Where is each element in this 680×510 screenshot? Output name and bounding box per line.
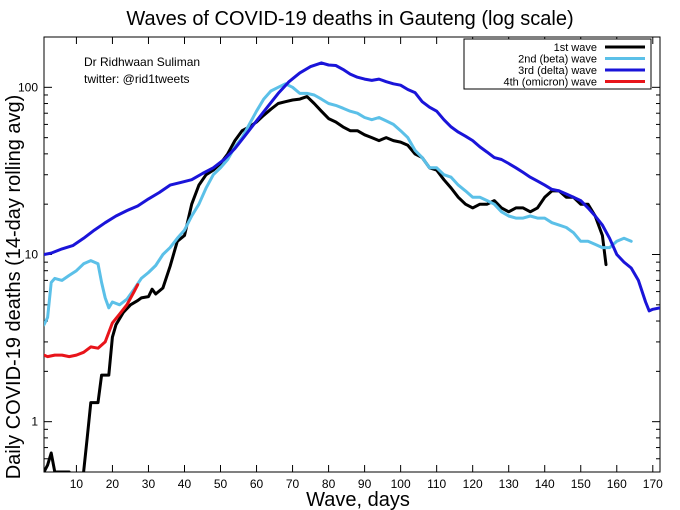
x-tick-label: 60: [250, 477, 264, 491]
author-annotation: Dr Ridhwaan Suliman: [84, 55, 200, 69]
x-tick-label: 30: [142, 477, 156, 491]
x-tick-label: 10: [70, 477, 84, 491]
x-tick-label: 80: [322, 477, 336, 491]
x-axis-title: Wave, days: [306, 489, 410, 510]
series-lines: [44, 61, 660, 472]
x-tick-label: 170: [643, 477, 663, 491]
y-tick-label: 1: [31, 415, 38, 429]
series-line-3: [44, 61, 660, 313]
legend-label: 4th (omicron) wave: [503, 77, 597, 89]
legend-label: 3rd (delta) wave: [518, 65, 597, 77]
series-line-1: [44, 95, 608, 472]
y-tick-label: 10: [25, 248, 39, 262]
x-tick-label: 140: [535, 477, 555, 491]
series-line-4: [44, 283, 140, 359]
y-tick-label: 100: [18, 80, 38, 94]
x-tick-label: 160: [607, 477, 627, 491]
x-tick-label: 130: [499, 477, 519, 491]
plot-frame: [43, 36, 661, 473]
x-tick-label: 50: [214, 477, 228, 491]
x-tick-label: 90: [358, 477, 372, 491]
x-tick-label: 20: [106, 477, 120, 491]
x-tick-label: 70: [286, 477, 300, 491]
legend-label: 1st wave: [554, 42, 597, 54]
twitter-annotation: twitter: @rid1tweets: [84, 72, 190, 86]
y-axis-title: Daily COVID-19 deaths (14-day rolling av…: [3, 95, 25, 480]
legend-label: 2nd (beta) wave: [518, 54, 597, 66]
x-tick-label: 110: [427, 477, 446, 491]
x-tick-label: 100: [391, 477, 411, 491]
x-tick-label: 40: [178, 477, 192, 491]
x-tick-label: 150: [571, 477, 591, 491]
series-line-2: [44, 82, 633, 327]
chart-title: Waves of COVID-19 deaths in Gauteng (log…: [126, 8, 573, 30]
plot-area: 10 20 30 40 50 60 70 80 90 100 110 120 130 140 150 160 1…: [18, 36, 663, 491]
x-tick-label: 120: [463, 477, 483, 491]
